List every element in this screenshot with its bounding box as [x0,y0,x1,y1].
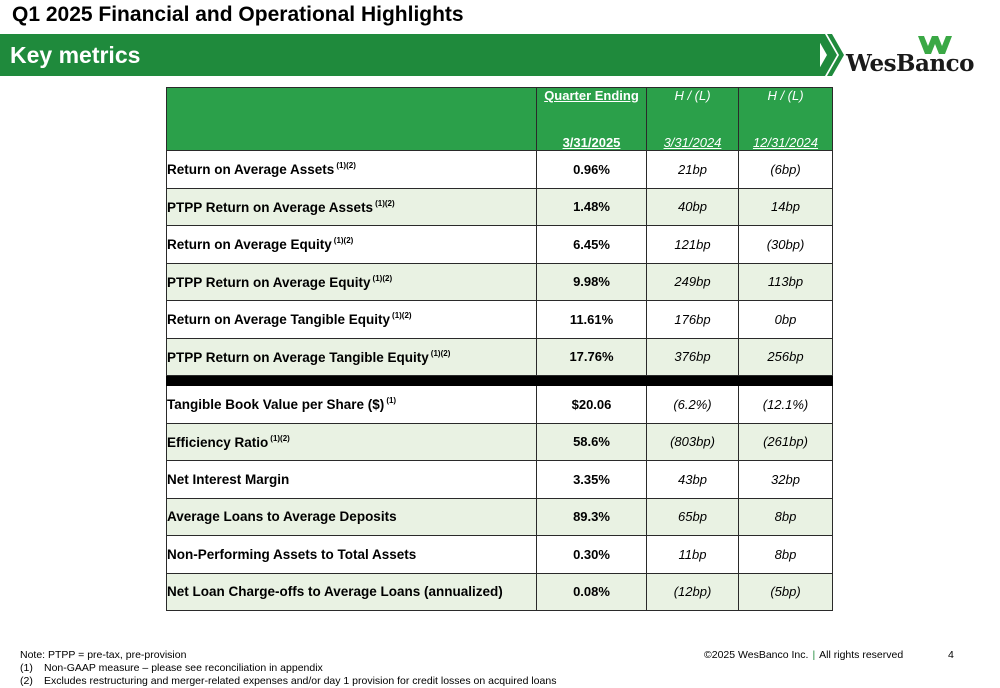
header-h1-date: 3/31/2024 [663,135,722,150]
metric-qoq: (6bp) [738,150,833,189]
wesbanco-logo: WesBanco [846,36,976,80]
footnote-2: (2) Excludes restructuring and merger-rel… [20,675,557,687]
table-row: Average Loans to Average Deposits 89.3% … [166,497,833,536]
wesbanco-w-logo-icon [918,36,952,54]
copyright: ©2025 WesBanco Inc. | All rights reserved [704,649,903,661]
header-label-cell [166,87,537,151]
metric-yoy: 176bp [646,300,739,339]
metric-qoq: 8bp [738,497,833,536]
table-row: Return on Average Tangible Equity (1)(2) … [166,300,833,339]
table-header-row: Quarter Ending 3/31/2025 H / (L) 3/31/20… [166,87,833,151]
section-divider [166,375,833,386]
metric-yoy: 121bp [646,225,739,264]
metric-qoq: 113bp [738,262,833,301]
metric-qoq: (261bp) [738,422,833,461]
metric-value: 0.30% [536,535,647,574]
header-yoy-change: H / (L) 3/31/2024 [646,87,739,151]
header-quarter-ending: Quarter Ending 3/31/2025 [536,87,647,151]
metric-value: 89.3% [536,497,647,536]
metric-qoq: (12.1%) [738,385,833,424]
section-banner: Key metrics [0,34,820,76]
metric-yoy: 376bp [646,337,739,376]
metric-qoq: 0bp [738,300,833,339]
metric-value: 9.98% [536,262,647,301]
metric-label: PTPP Return on Average Tangible Equity (1… [166,337,537,376]
metric-label: Net Interest Margin [166,460,537,499]
metric-label: Return on Average Assets (1)(2) [166,150,537,189]
footnote-note: Note: PTPP = pre-tax, pre-provision [20,649,187,661]
metric-yoy: 40bp [646,187,739,226]
footnote-1: (1) Non-GAAP measure – please see reconci… [20,662,323,674]
divider-bar [166,375,833,386]
metric-label: Net Loan Charge-offs to Average Loans (a… [166,572,537,611]
header-h2-top: H / (L) [767,88,804,103]
metric-yoy: (6.2%) [646,385,739,424]
metric-qoq: 14bp [738,187,833,226]
footnotes: Note: PTPP = pre-tax, pre-provision (1) N… [20,649,556,688]
metric-yoy: (12bp) [646,572,739,611]
metric-value: 17.76% [536,337,647,376]
table-row: Net Loan Charge-offs to Average Loans (a… [166,572,833,611]
metric-value: 0.08% [536,572,647,611]
table-row: PTPP Return on Average Equity (1)(2) 9.98… [166,262,833,301]
metric-qoq: 256bp [738,337,833,376]
metric-value: 0.96% [536,150,647,189]
copyright-text: ©2025 WesBanco Inc. [704,649,809,661]
metric-qoq: (5bp) [738,572,833,611]
header-h2-date: 12/31/2024 [752,135,819,150]
key-metrics-table: Quarter Ending 3/31/2025 H / (L) 3/31/20… [166,87,833,611]
page-number: 4 [948,649,954,661]
table-row: Non-Performing Assets to Total Assets 0.… [166,535,833,574]
chevron-arrows-icon [815,34,844,76]
slide-title: Q1 2025 Financial and Operational Highli… [12,3,464,26]
metric-yoy: 65bp [646,497,739,536]
metric-label: PTPP Return on Average Assets (1)(2) [166,187,537,226]
table-row: Efficiency Ratio (1)(2) 58.6% (803bp) (26… [166,422,833,461]
header-qoq-change: H / (L) 12/31/2024 [738,87,833,151]
metric-value: 6.45% [536,225,647,264]
metric-label: Non-Performing Assets to Total Assets [166,535,537,574]
metric-label: PTPP Return on Average Equity (1)(2) [166,262,537,301]
header-quarter-date: 3/31/2025 [562,135,621,150]
metric-label: Tangible Book Value per Share ($) (1) [166,385,537,424]
table-row: Return on Average Assets (1)(2) 0.96% 21b… [166,150,833,189]
metric-value: 1.48% [536,187,647,226]
metric-label: Return on Average Tangible Equity (1)(2) [166,300,537,339]
metric-yoy: 11bp [646,535,739,574]
metric-label: Efficiency Ratio (1)(2) [166,422,537,461]
metric-yoy: 249bp [646,262,739,301]
logo-text: WesBanco [846,50,974,77]
metric-yoy: 21bp [646,150,739,189]
banner-title: Key metrics [10,42,141,68]
metric-yoy: (803bp) [646,422,739,461]
header-quarter-top: Quarter Ending [544,88,639,103]
metric-value: 3.35% [536,460,647,499]
metric-qoq: (30bp) [738,225,833,264]
metric-value: $20.06 [536,385,647,424]
header-h1-top: H / (L) [674,88,711,103]
table-row: PTPP Return on Average Tangible Equity (1… [166,337,833,376]
metric-qoq: 32bp [738,460,833,499]
metric-label: Return on Average Equity (1)(2) [166,225,537,264]
metric-yoy: 43bp [646,460,739,499]
copyright-separator: | [812,649,816,661]
metric-label: Average Loans to Average Deposits [166,497,537,536]
metric-value: 11.61% [536,300,647,339]
table-row: Return on Average Equity (1)(2) 6.45% 121… [166,225,833,264]
table-row: Net Interest Margin 3.35% 43bp 32bp [166,460,833,499]
metric-qoq: 8bp [738,535,833,574]
metric-value: 58.6% [536,422,647,461]
rights-text: All rights reserved [819,649,904,661]
table-row: Tangible Book Value per Share ($) (1) $20… [166,385,833,424]
table-row: PTPP Return on Average Assets (1)(2) 1.48… [166,187,833,226]
